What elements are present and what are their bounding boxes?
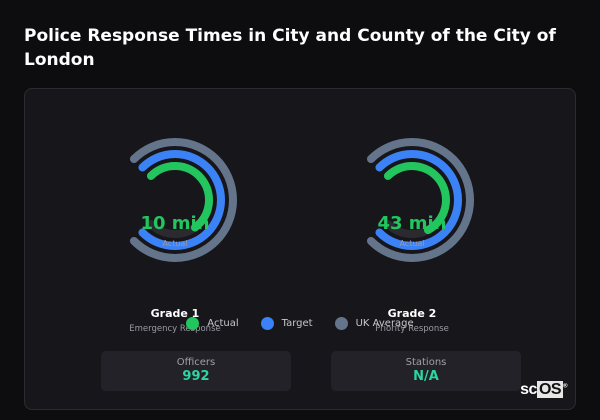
- legend-label: UK Average: [355, 318, 414, 329]
- gauge-sub-label: Actual: [399, 239, 425, 248]
- stat-officers: Officers 992: [101, 351, 291, 391]
- stat-label: Officers: [176, 357, 216, 368]
- gauge-name: Grade 2: [387, 307, 437, 320]
- gauge-description: Emergency Response: [129, 324, 221, 334]
- gauge-grade-2: 43 min Actual Grade 2 Priority Response: [342, 129, 482, 349]
- gauge-sub-label: Actual: [162, 239, 188, 248]
- gauge-value: 10 min: [140, 213, 210, 234]
- target-dot-icon: [260, 317, 274, 330]
- gauge-rings: [129, 138, 237, 262]
- actual-arc: [383, 162, 450, 235]
- target-arc: [375, 150, 462, 250]
- target-arc: [138, 150, 225, 250]
- legend-item-target: Target: [260, 317, 313, 330]
- gauge-rings: [366, 138, 474, 262]
- uk_average-arc: [129, 138, 237, 262]
- stat-label: Stations: [405, 357, 447, 368]
- legend-item-actual: Actual: [186, 317, 239, 330]
- response-card: 10 min Actual Grade 1 Emergency Response…: [24, 88, 576, 410]
- actual-arc: [146, 162, 213, 232]
- gauge-grade-1: 10 min Actual Grade 1 Emergency Response: [105, 129, 245, 349]
- uk_average-arc: [366, 138, 474, 262]
- stat-value: 992: [182, 369, 210, 384]
- gauge-value: 43 min: [377, 213, 447, 234]
- stat-value: N/A: [413, 369, 439, 384]
- gauge-description: Priority Response: [375, 324, 449, 334]
- page-title: Police Response Times in City and County…: [24, 26, 556, 70]
- legend-item-uk-average: UK Average: [334, 317, 414, 330]
- legend: Actual Target UK Average: [25, 317, 575, 330]
- legend-label: Target: [281, 318, 313, 329]
- uk-average-dot-icon: [334, 317, 348, 330]
- stat-stations: Stations N/A: [331, 351, 521, 391]
- gauge-name: Grade 1: [150, 307, 200, 320]
- scos-logo: sc OS ®: [520, 381, 567, 398]
- legend-label: Actual: [207, 318, 239, 329]
- actual-dot-icon: [186, 317, 200, 330]
